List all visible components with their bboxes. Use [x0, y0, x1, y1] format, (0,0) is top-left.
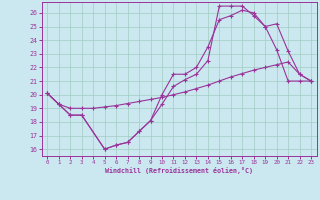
X-axis label: Windchill (Refroidissement éolien,°C): Windchill (Refroidissement éolien,°C): [105, 167, 253, 174]
